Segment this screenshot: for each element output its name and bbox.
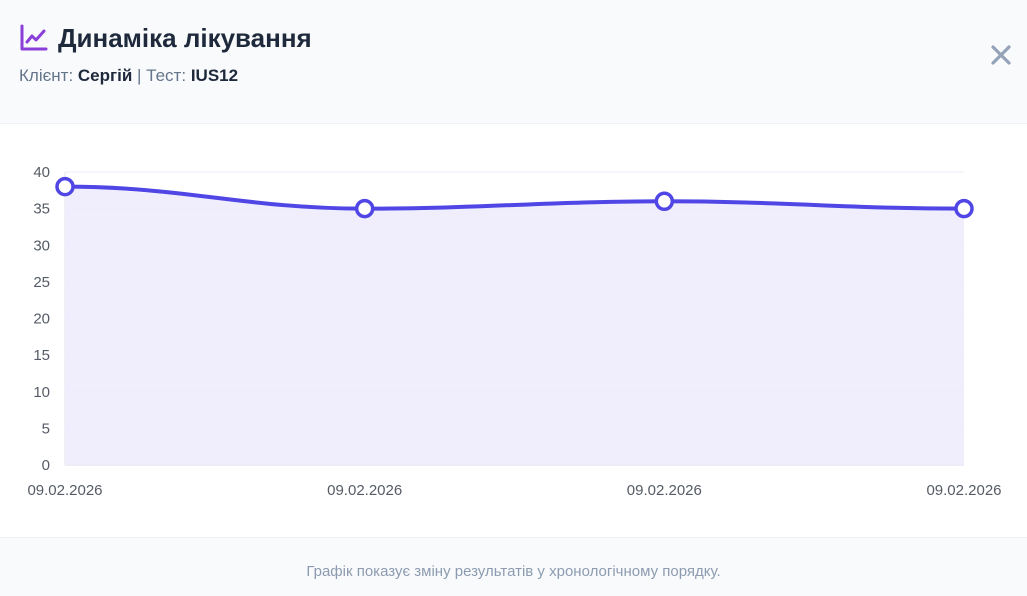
test-name: IUS12	[190, 66, 239, 85]
x-tick-label: 09.02.2026	[327, 482, 402, 499]
series-area	[65, 186, 964, 465]
chart-area: 0 5 10 15 20 25 30 35 40 09.02.2026 09.02.2026 09.0…	[0, 124, 1027, 537]
modal-title: Динаміка лікування	[58, 23, 312, 53]
subtitle-separator: |	[137, 66, 142, 85]
y-tick-label: 15	[33, 347, 50, 364]
close-icon	[991, 45, 1011, 65]
data-point[interactable]	[354, 198, 375, 219]
x-tick-label: 09.02.2026	[27, 482, 102, 499]
data-point[interactable]	[55, 176, 75, 197]
footer-note: Графік показує зміну результатів у хроно…	[306, 563, 721, 580]
series-line	[64, 184, 965, 211]
client-label: Клієнт:	[19, 66, 74, 85]
chart-line-icon	[19, 23, 49, 53]
data-point[interactable]	[954, 198, 974, 219]
data-point[interactable]	[654, 191, 675, 212]
x-tick-label: 09.02.2026	[926, 482, 1001, 499]
y-tick-label: 20	[33, 311, 50, 328]
y-tick-label: 40	[33, 164, 50, 181]
client-name: Сергій	[77, 66, 133, 85]
close-button[interactable]	[986, 40, 1016, 70]
y-tick-label: 10	[33, 384, 50, 401]
modal-header: Динаміка лікування Клієнт: Сергій | Тест…	[0, 0, 1027, 124]
y-tick-label: 35	[33, 201, 50, 218]
y-tick-label: 30	[33, 237, 50, 254]
title-row: Динаміка лікування	[19, 22, 312, 54]
modal-footer: Графік показує зміну результатів у хроно…	[0, 537, 1027, 596]
test-label: Тест:	[146, 66, 187, 85]
modal-subtitle: Клієнт: Сергій | Тест: IUS12	[19, 66, 238, 86]
treatment-chart: 0 5 10 15 20 25 30 35 40 09.02.2026 09.02.2026 09.0…	[27, 164, 1001, 499]
y-tick-label: 5	[42, 420, 50, 437]
y-tick-label: 25	[33, 274, 50, 291]
y-tick-label: 0	[42, 457, 50, 474]
x-tick-label: 09.02.2026	[627, 482, 702, 499]
